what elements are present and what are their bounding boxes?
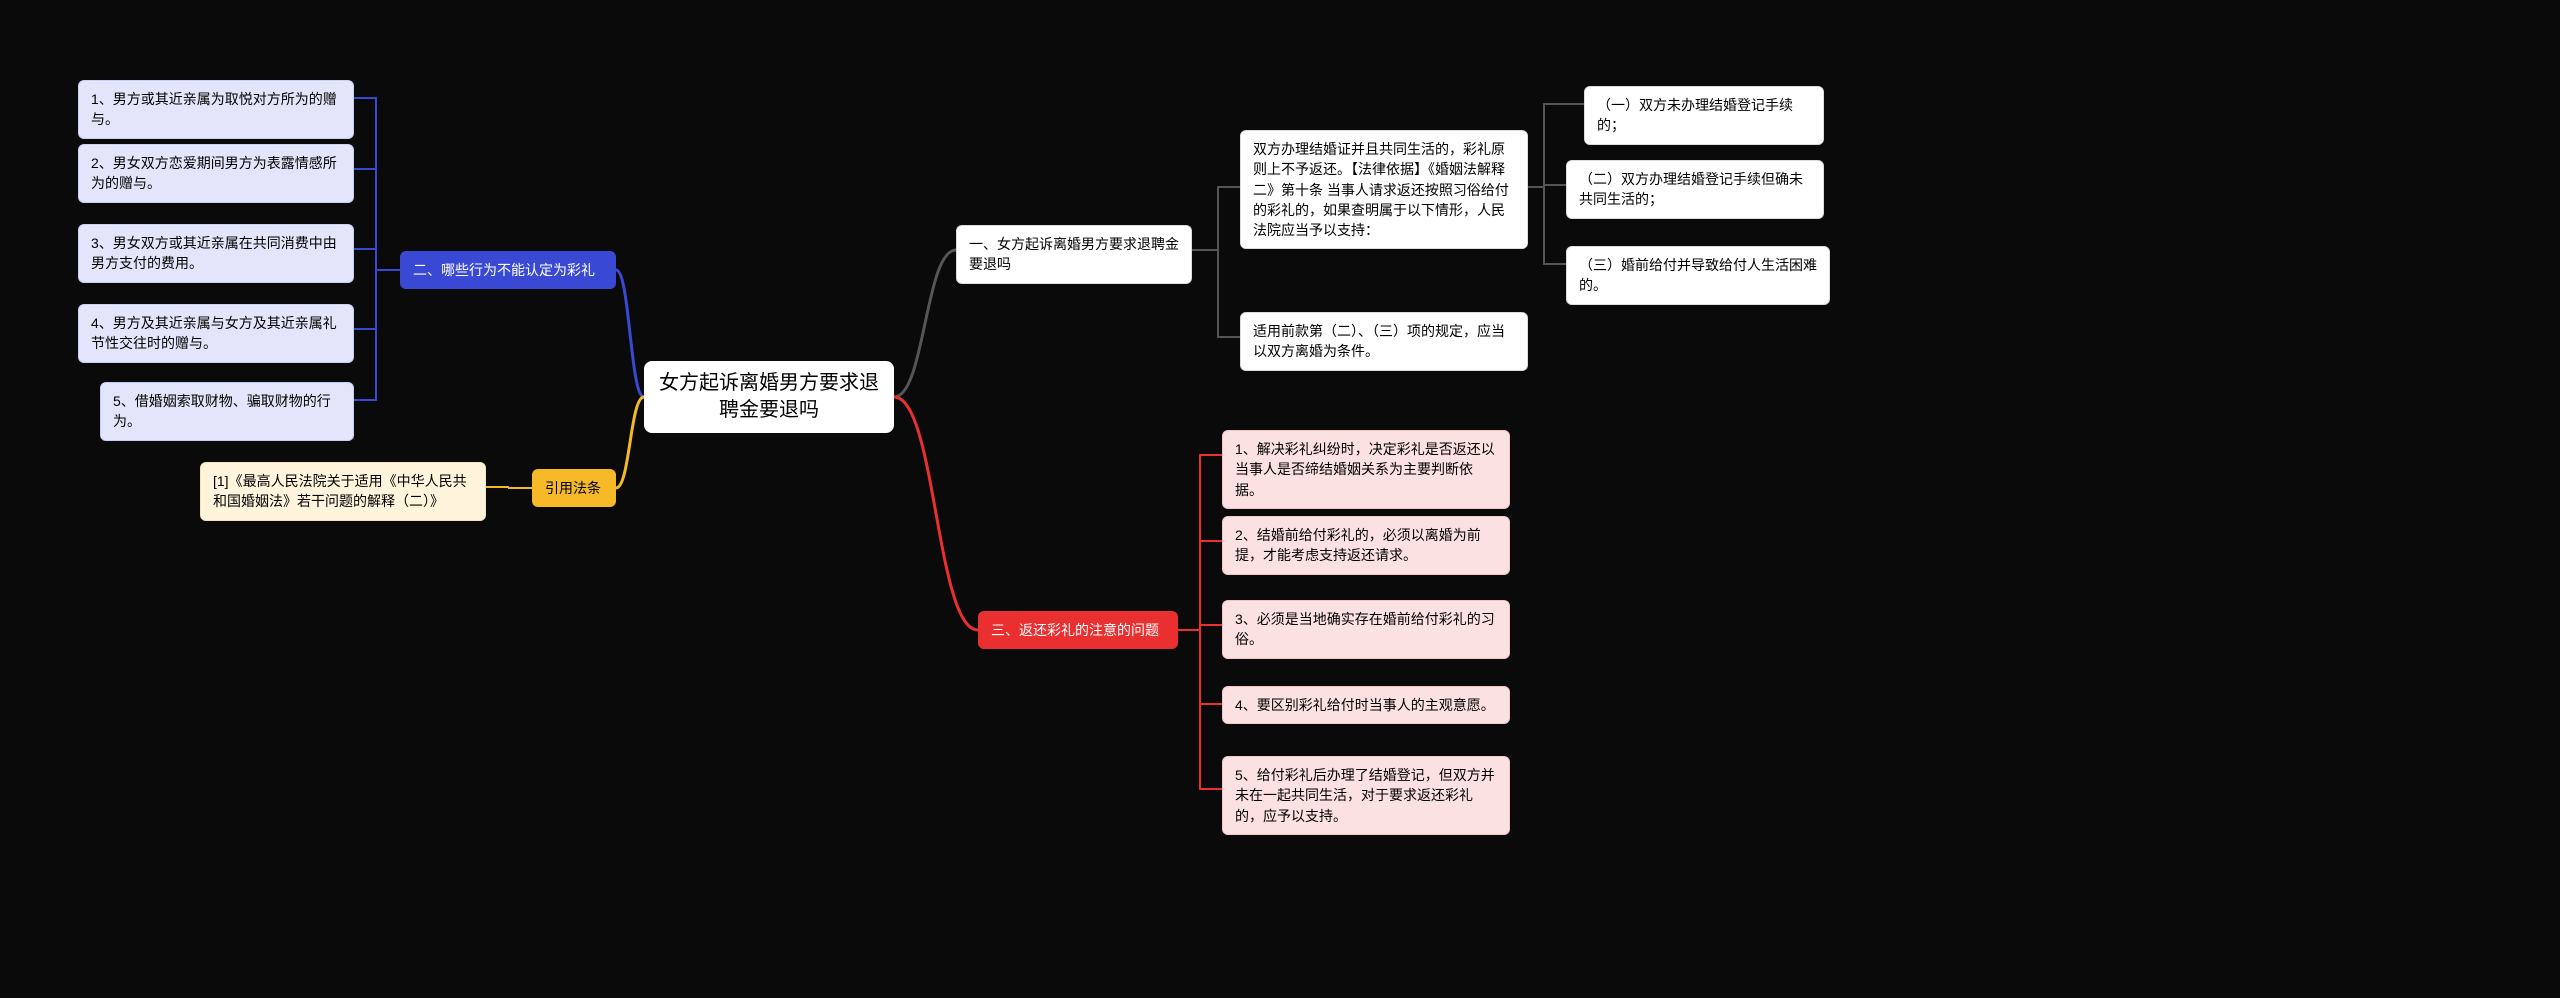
branch-2-leaf-2: 2、男女双方恋爱期间男方为表露情感所为的赠与。: [78, 144, 354, 203]
branch-3-leaf-4: 4、要区别彩礼给付时当事人的主观意愿。: [1222, 686, 1510, 724]
branch-3: 三、返还彩礼的注意的问题: [978, 611, 1178, 649]
branch-2-leaf-4: 4、男方及其近亲属与女方及其近亲属礼节性交往时的赠与。: [78, 304, 354, 363]
branch-3-leaf-2: 2、结婚前给付彩礼的，必须以离婚为前提，才能考虑支持返还请求。: [1222, 516, 1510, 575]
branch-1-gchild-1: （一）双方未办理结婚登记手续的；: [1584, 86, 1824, 145]
branch-2-leaf-5: 5、借婚姻索取财物、骗取财物的行为。: [100, 382, 354, 441]
branch-1: 一、女方起诉离婚男方要求退聘金要退吗: [956, 225, 1192, 284]
branch-3-leaf-1: 1、解决彩礼纠纷时，决定彩礼是否返还以当事人是否缔结婚姻关系为主要判断依据。: [1222, 430, 1510, 509]
branch-2-leaf-3: 3、男女双方或其近亲属在共同消费中由男方支付的费用。: [78, 224, 354, 283]
branch-1-gchild-3: （三）婚前给付并导致给付人生活困难的。: [1566, 246, 1830, 305]
branch-cite: 引用法条: [532, 469, 616, 507]
branch-3-leaf-3: 3、必须是当地确实存在婚前给付彩礼的习俗。: [1222, 600, 1510, 659]
branch-cite-leaf-1: [1]《最高人民法院关于适用《中华人民共和国婚姻法》若干问题的解释（二）》: [200, 462, 486, 521]
branch-3-leaf-5: 5、给付彩礼后办理了结婚登记，但双方并未在一起共同生活，对于要求返还彩礼的，应予…: [1222, 756, 1510, 835]
branch-2: 二、哪些行为不能认定为彩礼: [400, 251, 616, 289]
root-node: 女方起诉离婚男方要求退聘金要退吗: [644, 361, 894, 433]
branch-1-child-1: 双方办理结婚证并且共同生活的，彩礼原则上不予返还。【法律依据】《婚姻法解释二》第…: [1240, 130, 1528, 249]
branch-1-gchild-2: （二）双方办理结婚登记手续但确未共同生活的；: [1566, 160, 1824, 219]
branch-2-leaf-1: 1、男方或其近亲属为取悦对方所为的赠与。: [78, 80, 354, 139]
branch-1-child-2: 适用前款第（二）、（三）项的规定，应当以双方离婚为条件。: [1240, 312, 1528, 371]
